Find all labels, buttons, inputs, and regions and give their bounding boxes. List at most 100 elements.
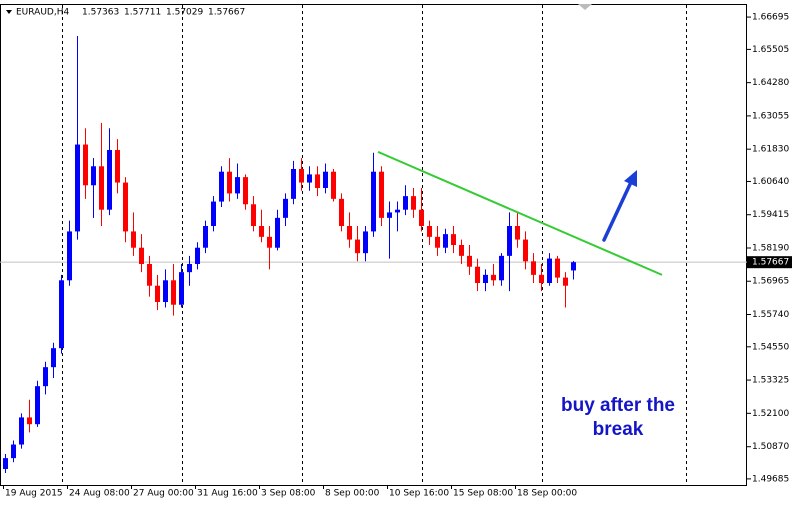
candle-body [315, 174, 320, 188]
period-separators [62, 5, 687, 485]
candle-body [571, 262, 576, 271]
candle-body [67, 231, 72, 281]
candle-body [483, 274, 488, 284]
candle-body [163, 280, 168, 303]
candle-body [291, 168, 296, 199]
header-value: 1.57667 [208, 8, 245, 18]
candle-body [139, 247, 144, 265]
x-tick-label: 19 Aug 2015 [5, 489, 63, 499]
candle-body [35, 386, 40, 425]
x-tick-label: 10 Sep 16:00 [389, 489, 449, 499]
candle-body [491, 274, 496, 281]
candle-body [547, 258, 552, 284]
trendline [377, 150, 663, 276]
candle-body [43, 367, 48, 387]
candle-body [339, 198, 344, 226]
y-tick-label: 1.50870 [752, 442, 789, 452]
x-tick-label: 27 Aug 00:00 [133, 489, 194, 499]
y-tick-label: 1.60640 [752, 177, 789, 187]
shift-marker [578, 4, 592, 10]
candle-body [107, 149, 112, 210]
candle-body [475, 266, 480, 284]
candle-body [99, 166, 104, 210]
candle-body [459, 245, 464, 256]
candle-body [443, 234, 448, 248]
y-tick-label: 1.65505 [752, 45, 789, 55]
candle-body [323, 171, 328, 188]
header-value: 1.57029 [166, 8, 203, 18]
candle-body [507, 225, 512, 256]
candle-body [51, 348, 56, 368]
header-value: 1.57711 [124, 8, 161, 18]
candle-body [307, 174, 312, 183]
x-tick-label: 24 Aug 08:00 [69, 489, 130, 499]
y-tick-label: 1.55740 [752, 310, 789, 320]
candle-body [283, 198, 288, 218]
y-tick-label: 1.58190 [752, 243, 789, 253]
candle-body [155, 285, 160, 303]
annotation: break [593, 419, 644, 440]
candle-body [187, 264, 192, 273]
y-tick-label: 1.54550 [752, 342, 789, 352]
annotation: buy after the [561, 395, 675, 416]
x-tick-label: 18 Sep 00:00 [517, 489, 577, 499]
x-tick-label: 31 Aug 16:00 [197, 489, 258, 499]
candle-body [331, 171, 336, 199]
y-tick-label: 1.66695 [752, 13, 789, 23]
plot-frame [0, 4, 747, 486]
candle-body [499, 255, 504, 281]
candle-body [75, 144, 80, 232]
header-value: 1.57363 [82, 8, 119, 18]
candle-body [523, 239, 528, 262]
candle-body [11, 444, 16, 459]
last-price-box [747, 256, 792, 269]
y-tick-label: 1.61830 [752, 145, 789, 155]
candle-body [243, 177, 248, 205]
x-tick-label: 8 Sep 00:00 [325, 489, 380, 499]
candle-body [123, 182, 128, 232]
candle-body [355, 239, 360, 254]
candle-body [259, 225, 264, 237]
candle-body [435, 236, 440, 248]
candle-body [195, 247, 200, 265]
candle-body [227, 171, 232, 194]
candle-body [219, 171, 224, 202]
y-tick-label: 1.64280 [752, 78, 789, 88]
candle-body [83, 144, 88, 186]
candle-body [387, 212, 392, 218]
candle-body [515, 225, 520, 240]
candle-body [555, 258, 560, 278]
candle-body [115, 149, 120, 183]
candle-body [363, 231, 368, 254]
candle-body [347, 225, 352, 240]
candle-body [27, 417, 32, 425]
candle-body [299, 168, 304, 183]
candle-body [427, 225, 432, 237]
candle-body [267, 236, 272, 248]
candle-body [203, 225, 208, 248]
candle-body [467, 255, 472, 267]
last-price-label: 1.57667 [752, 258, 789, 268]
candle-body [451, 234, 456, 245]
candle-body [419, 209, 424, 226]
candle-body [3, 458, 8, 469]
y-tick-label: 1.59415 [752, 210, 789, 220]
y-tick-label: 1.52100 [752, 409, 789, 419]
candle-body [235, 177, 240, 194]
candle-body [395, 209, 400, 213]
arrow [602, 170, 637, 242]
candle-body [539, 274, 544, 284]
y-tick-label: 1.49685 [752, 474, 789, 484]
candle-body [251, 204, 256, 226]
menu-triangle [6, 10, 12, 14]
candle-body [379, 171, 384, 218]
candle-body [371, 171, 376, 232]
candle-body [131, 231, 136, 248]
candle-body [275, 217, 280, 248]
candle-body [91, 166, 96, 186]
candle-body [211, 201, 216, 226]
candle-body [531, 261, 536, 275]
candle-body [147, 264, 152, 286]
